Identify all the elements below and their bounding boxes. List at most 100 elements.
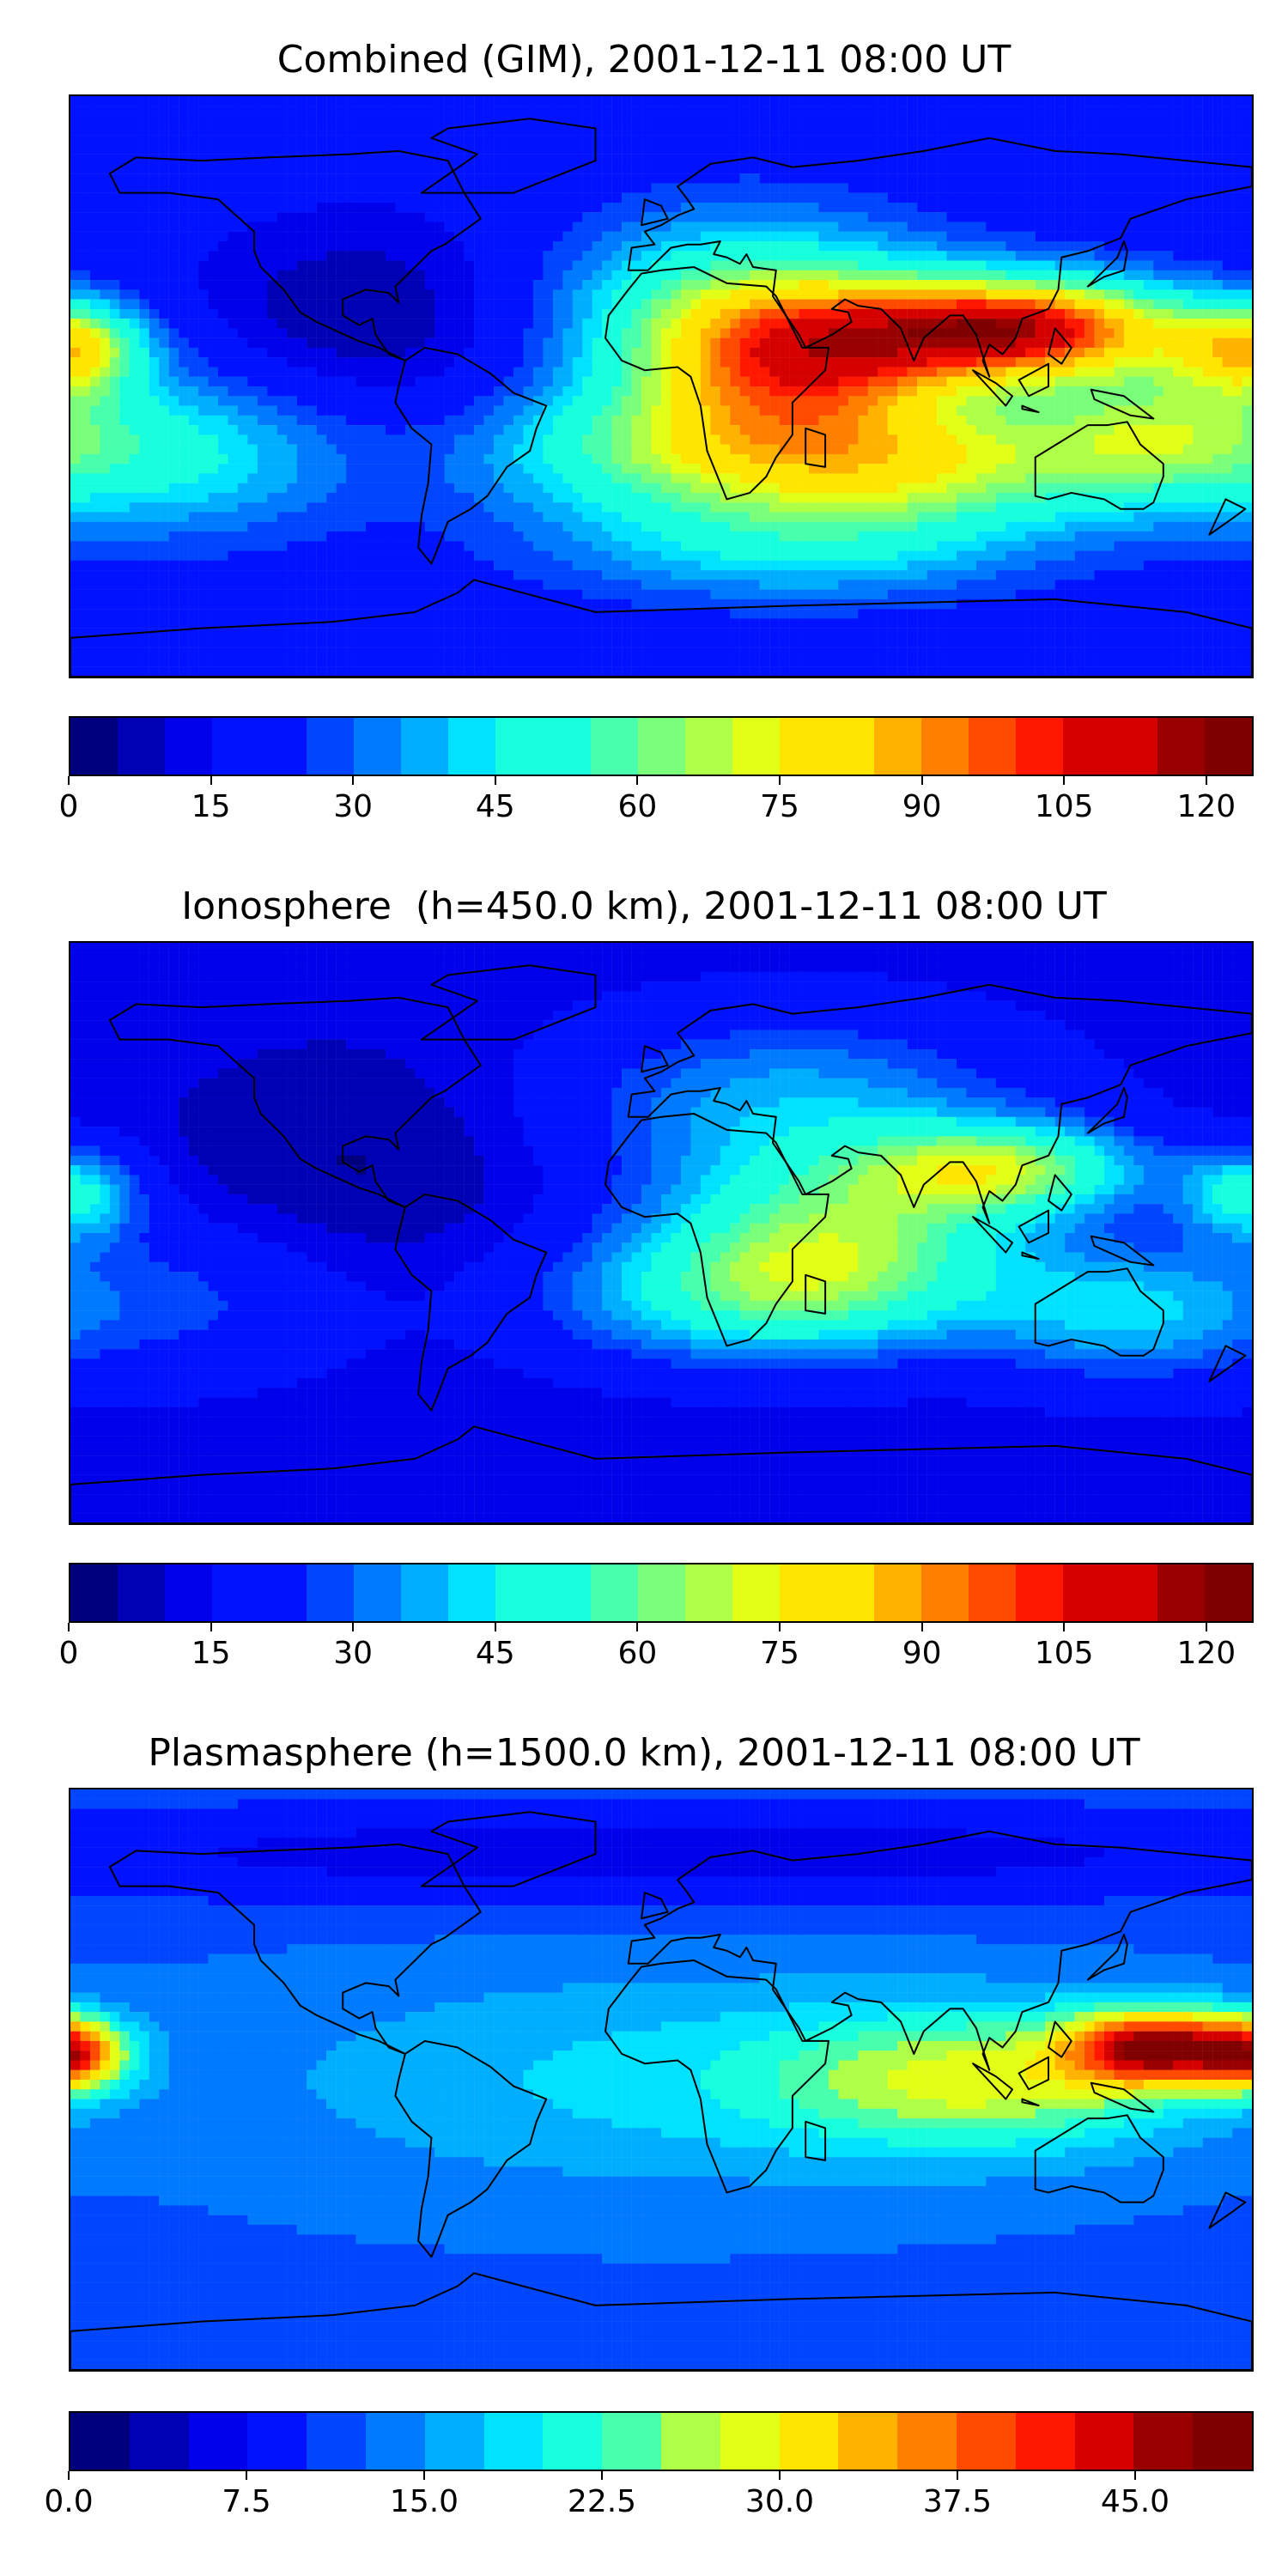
heatmap-cell xyxy=(464,96,475,106)
heatmap-cell xyxy=(1133,367,1145,377)
heatmap-cell xyxy=(799,222,810,232)
heatmap-cell xyxy=(1202,231,1213,242)
heatmap-cell xyxy=(198,444,209,455)
heatmap-cell xyxy=(878,154,888,165)
heatmap-cell xyxy=(552,163,563,174)
heatmap-cell xyxy=(1193,319,1203,329)
heatmap-cell xyxy=(70,483,81,494)
heatmap-cell xyxy=(995,444,1006,455)
heatmap-cell xyxy=(326,106,337,116)
heatmap-cell xyxy=(1202,405,1213,416)
heatmap-cell xyxy=(208,251,219,261)
heatmap-cell xyxy=(651,396,662,406)
heatmap-cell xyxy=(1222,163,1233,174)
heatmap-cell xyxy=(1193,125,1203,136)
heatmap-cell xyxy=(237,337,248,349)
heatmap-cell xyxy=(1232,299,1242,310)
heatmap-cell xyxy=(572,483,583,494)
heatmap-cell xyxy=(208,415,219,426)
heatmap-cell xyxy=(208,328,219,338)
heatmap-cell xyxy=(366,280,376,290)
heatmap-cell xyxy=(671,289,682,300)
heatmap-cell xyxy=(897,212,908,222)
heatmap-cell xyxy=(927,173,938,184)
heatmap-cell xyxy=(385,163,396,174)
heatmap-cell xyxy=(247,106,258,116)
heatmap-cell xyxy=(1074,386,1085,397)
heatmap-cell xyxy=(966,328,977,338)
heatmap-cell xyxy=(198,96,209,106)
heatmap-cell xyxy=(1054,241,1066,252)
heatmap-cell xyxy=(641,96,652,106)
heatmap-cell xyxy=(1212,337,1223,349)
heatmap-cell xyxy=(307,231,317,242)
heatmap-cell xyxy=(690,183,702,193)
heatmap-cell xyxy=(937,192,947,204)
heatmap-cell xyxy=(1133,473,1145,483)
heatmap-cell xyxy=(739,163,750,174)
heatmap-cell xyxy=(700,231,711,242)
heatmap-cell xyxy=(179,299,189,310)
heatmap-cell xyxy=(799,289,810,300)
heatmap-cell xyxy=(671,251,682,261)
heatmap-cell xyxy=(720,154,731,165)
heatmap-cell xyxy=(602,328,612,338)
heatmap-cell xyxy=(287,483,297,494)
heatmap-cell xyxy=(70,260,81,270)
heatmap-cell xyxy=(750,241,760,252)
heatmap-cell xyxy=(572,106,583,116)
heatmap-cell xyxy=(917,251,927,261)
heatmap-cell xyxy=(552,251,563,261)
heatmap-cell xyxy=(1005,299,1016,310)
heatmap-cell xyxy=(257,376,268,387)
heatmap-cell xyxy=(1054,106,1066,116)
heatmap-cell xyxy=(247,270,258,281)
heatmap-cell xyxy=(267,270,277,281)
heatmap-cell xyxy=(878,183,888,193)
heatmap-cell xyxy=(750,337,760,349)
heatmap-cell xyxy=(907,308,918,319)
heatmap-cell xyxy=(572,473,583,483)
heatmap-cell xyxy=(562,425,573,435)
heatmap-cell xyxy=(1163,444,1174,455)
heatmap-cell xyxy=(809,434,819,445)
heatmap-cell xyxy=(700,299,711,310)
heatmap-cell xyxy=(444,173,455,184)
heatmap-cell xyxy=(995,260,1006,270)
heatmap-cell xyxy=(799,328,810,338)
heatmap-cell xyxy=(957,483,967,494)
heatmap-cell xyxy=(690,347,702,358)
heatmap-cell xyxy=(897,337,908,349)
heatmap-cell xyxy=(1202,192,1213,204)
heatmap-cell xyxy=(631,231,642,242)
heatmap-cell xyxy=(661,357,671,368)
heatmap-cell xyxy=(307,464,317,474)
heatmap-cell xyxy=(759,289,770,300)
heatmap-cell xyxy=(887,289,898,300)
heatmap-cell xyxy=(631,144,642,155)
heatmap-cell xyxy=(690,192,702,204)
heatmap-cell xyxy=(237,135,248,145)
heatmap-cell xyxy=(986,308,997,319)
heatmap-cell xyxy=(680,299,691,310)
heatmap-cell xyxy=(592,473,603,483)
heatmap-cell xyxy=(1133,202,1145,213)
heatmap-cell xyxy=(434,396,445,406)
heatmap-cell xyxy=(168,115,179,125)
heatmap-cell xyxy=(1193,212,1203,222)
heatmap-cell xyxy=(336,241,347,252)
heatmap-cell xyxy=(208,202,219,213)
heatmap-cell xyxy=(109,464,120,474)
heatmap-cell xyxy=(602,415,612,426)
heatmap-cell xyxy=(1015,299,1026,310)
heatmap-cell xyxy=(809,280,819,290)
heatmap-cell xyxy=(483,289,495,300)
heatmap-cell xyxy=(444,270,455,281)
heatmap-cell xyxy=(809,222,819,232)
heatmap-cell xyxy=(119,106,130,116)
heatmap-cell xyxy=(434,202,445,213)
heatmap-cell xyxy=(1133,163,1145,174)
heatmap-cell xyxy=(483,106,495,116)
heatmap-cell xyxy=(1114,115,1125,125)
heatmap-cell xyxy=(1133,464,1145,474)
